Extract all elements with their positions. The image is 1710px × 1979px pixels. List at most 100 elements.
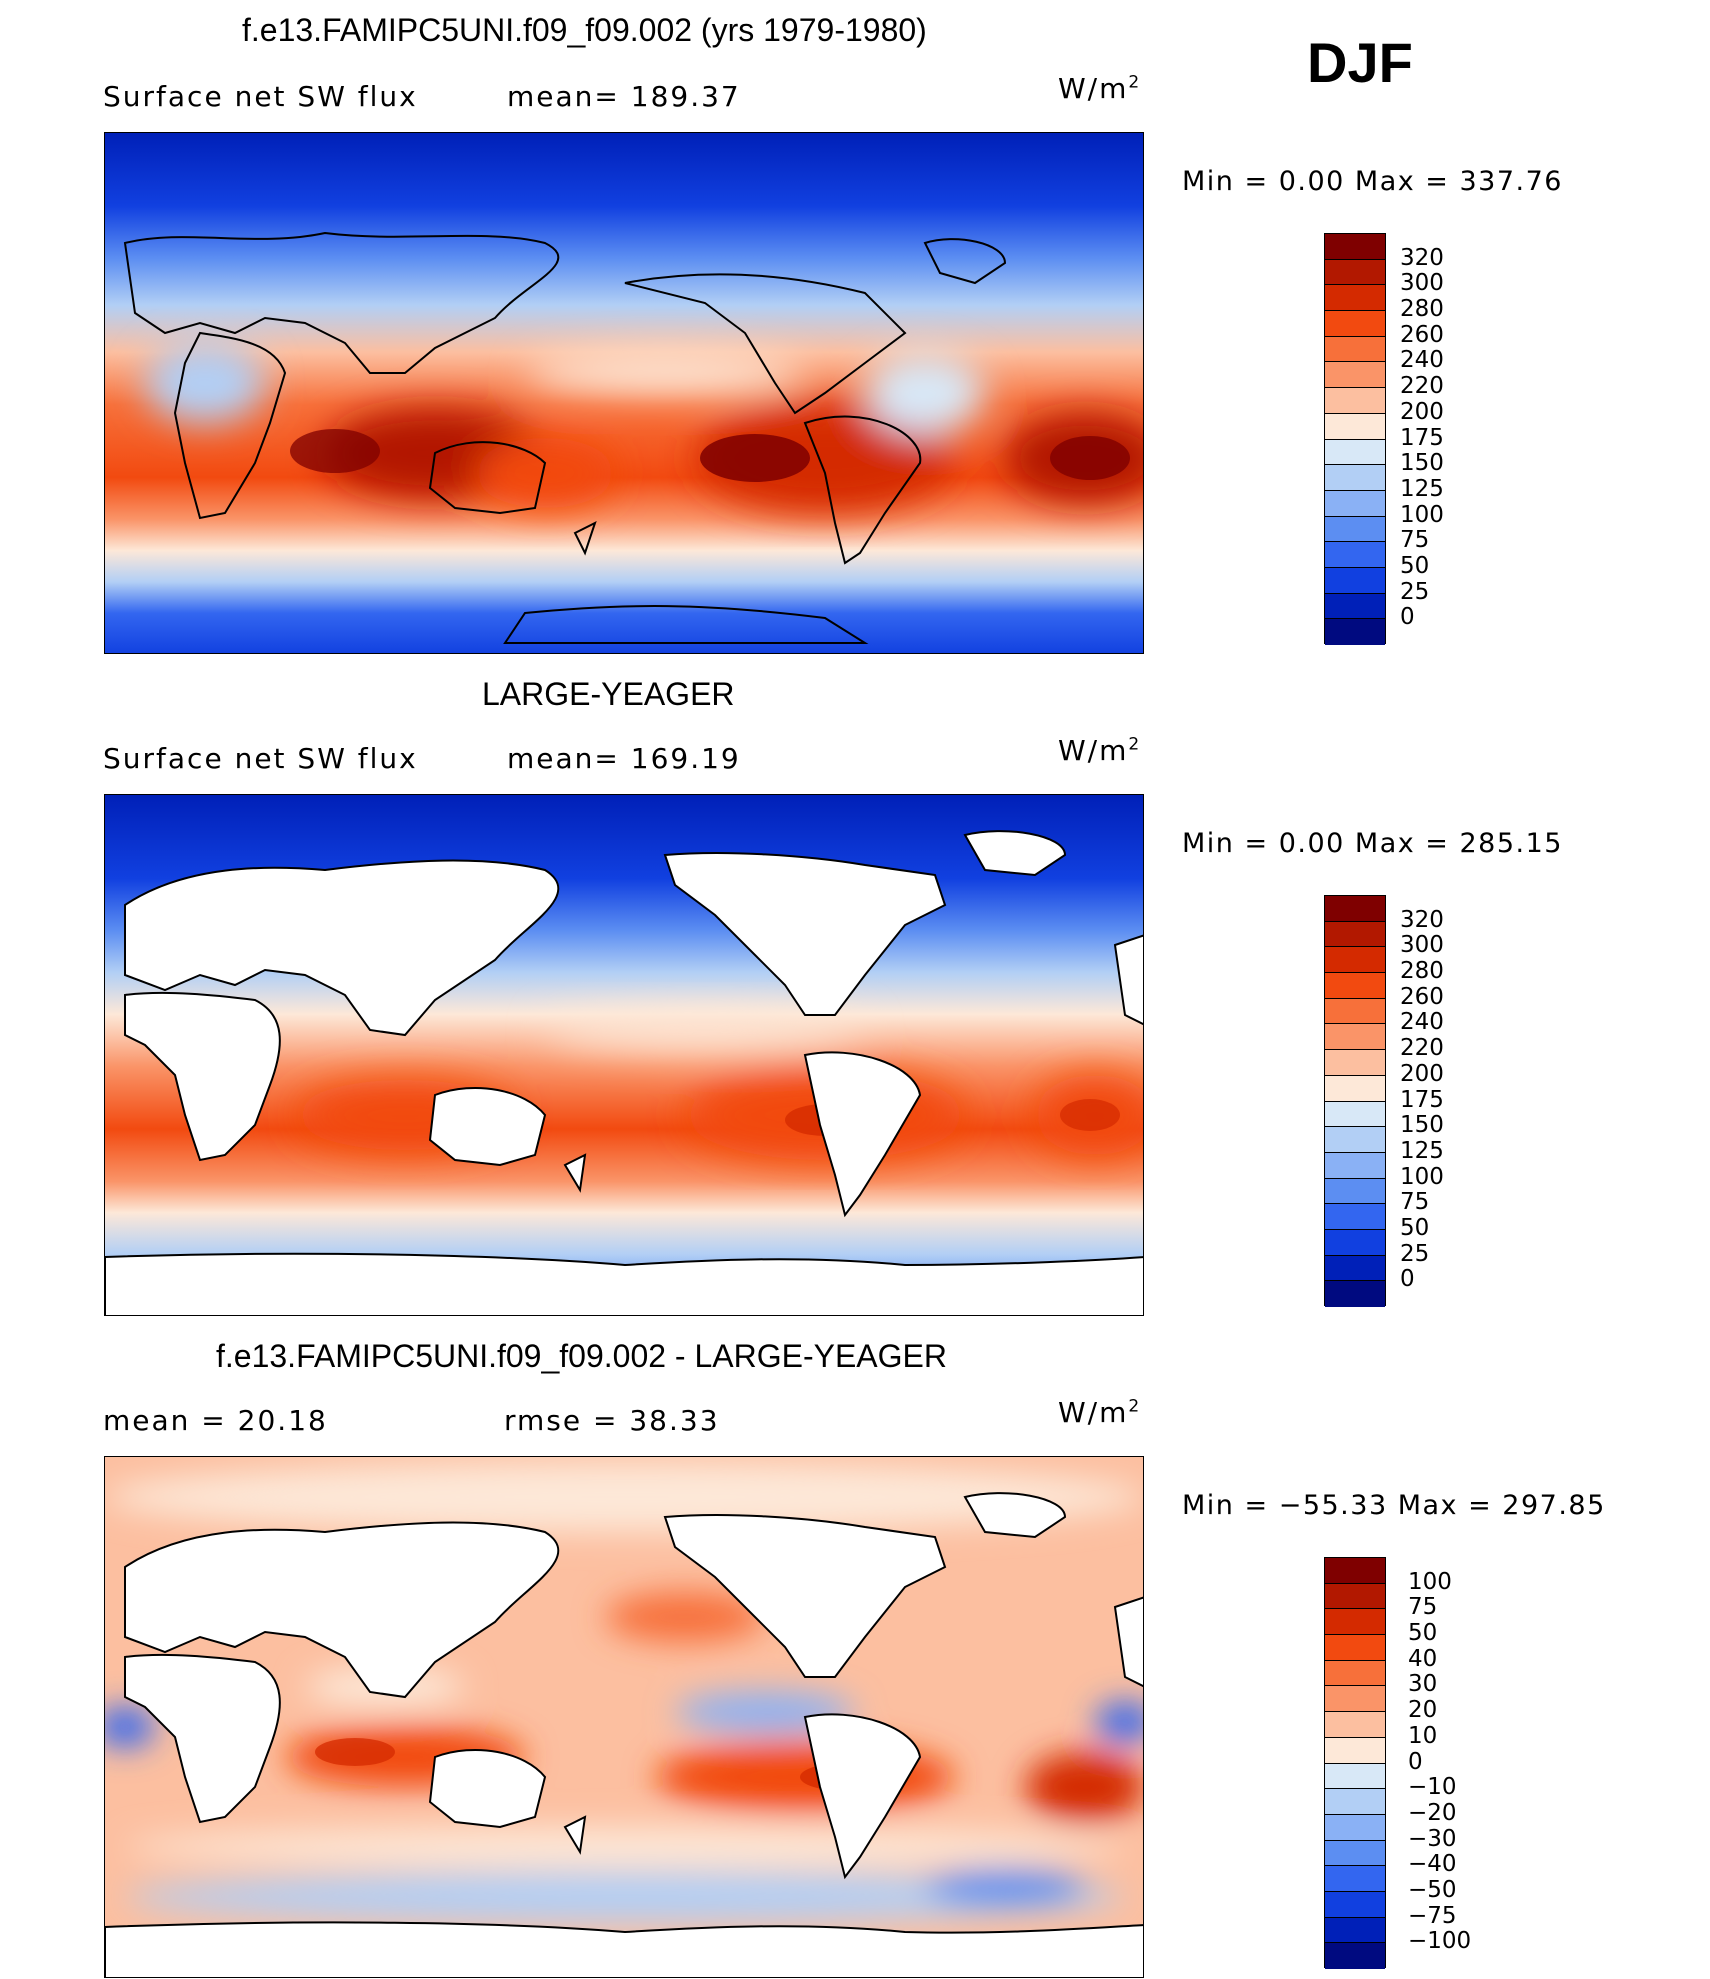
panel2-units: W/m2 xyxy=(1058,734,1140,767)
panel3-colorbar-segment xyxy=(1325,1891,1385,1918)
panel3-mean-label: mean = 20.18 xyxy=(103,1404,328,1437)
panel2-colorbar-tick-label: 125 xyxy=(1400,1137,1444,1164)
panel3-colorbar-segment xyxy=(1325,1558,1385,1584)
panel2-colorbar-tick-label: 75 xyxy=(1400,1189,1430,1216)
panel3-minmax: Min = −55.33 Max = 297.85 xyxy=(1182,1490,1606,1521)
panel2-colorbar-tick-label: 200 xyxy=(1400,1060,1444,1087)
panel3-colorbar-segment xyxy=(1325,1917,1385,1944)
panel3-colorbar-tick-label: 30 xyxy=(1408,1671,1438,1698)
panel2-colorbar-segment xyxy=(1325,1127,1385,1153)
panel3-colorbar-segment xyxy=(1325,1943,1385,1969)
panel2-colorbar-tick-label: 220 xyxy=(1400,1035,1444,1062)
panel3-rmse-label: rmse = 38.33 xyxy=(504,1404,720,1437)
panel3-colorbar-segment xyxy=(1325,1737,1385,1764)
panel1-colorbar-tick-label: 100 xyxy=(1400,501,1444,528)
panel2-colorbar-segment xyxy=(1325,1204,1385,1230)
panel3-colorbar-tick-label: −10 xyxy=(1408,1774,1457,1801)
panel1-colorbar-tick-label: 220 xyxy=(1400,373,1444,400)
panel1-colorbar-segment xyxy=(1325,259,1385,286)
panel3-colorbar-tick-label: −20 xyxy=(1408,1799,1457,1826)
panel3-colorbar-segment xyxy=(1325,1789,1385,1815)
panel1-colorbar-tick-label: 75 xyxy=(1400,527,1430,554)
panel3-colorbar-segment xyxy=(1325,1763,1385,1790)
panel2-colorbar-tick-label: 240 xyxy=(1400,1009,1444,1036)
panel2-colorbar-segment xyxy=(1325,1178,1385,1205)
panel2-land xyxy=(105,830,1143,1315)
panel1-colorbar-segment xyxy=(1325,336,1385,363)
panel3-land xyxy=(105,1492,1143,1977)
panel2-colorbar-segment xyxy=(1325,1229,1385,1256)
season-label: DJF xyxy=(1307,31,1413,94)
panel2-colorbar-tick-label: 260 xyxy=(1400,983,1444,1010)
panel3-colorbar-tick-label: 40 xyxy=(1408,1645,1438,1672)
panel3-colorbar-tick-label: −30 xyxy=(1408,1825,1457,1852)
panel1-colorbar-segment xyxy=(1325,490,1385,517)
panel2-colorbar-segment xyxy=(1325,973,1385,999)
panel1-colorbar-segment xyxy=(1325,413,1385,440)
panel3-title: f.e13.FAMIPC5UNI.f09_f09.002 - LARGE-YEA… xyxy=(216,1338,947,1374)
panel3-colorbar-segment xyxy=(1325,1660,1385,1687)
panel2-mean-label: mean= 169.19 xyxy=(507,742,741,775)
panel1-colorbar-segment xyxy=(1325,439,1385,466)
panel2-colorbar-tick-label: 0 xyxy=(1400,1266,1415,1293)
panel2-colorbar-tick-label: 150 xyxy=(1400,1112,1444,1139)
panel2-minmax: Min = 0.00 Max = 285.15 xyxy=(1182,828,1563,859)
panel3-colorbar-segment xyxy=(1325,1635,1385,1661)
panel2-colorbar-tick-label: 280 xyxy=(1400,958,1444,985)
panel2-colorbar-tick-label: 100 xyxy=(1400,1163,1444,1190)
panel3-colorbar-tick-label: 50 xyxy=(1408,1620,1438,1647)
panel1-map xyxy=(104,132,1144,654)
panel2-colorbar-ticks: 320 300 280 260 240 220 200 175 150 125 100 75 50 25 0 xyxy=(1400,895,1480,1306)
panel1-colorbar-tick-label: 300 xyxy=(1400,270,1444,297)
panel3-colorbar-tick-label: 20 xyxy=(1408,1697,1438,1724)
panel1-colorbar-segment xyxy=(1325,285,1385,312)
panel1-colorbar-segment xyxy=(1325,311,1385,337)
panel2-colorbar-tick-label: 175 xyxy=(1400,1086,1444,1113)
panel3-colorbar-tick-label: 0 xyxy=(1408,1748,1423,1775)
panel3-colorbar-segment xyxy=(1325,1712,1385,1738)
panel3-colorbar-segment xyxy=(1325,1609,1385,1636)
panel1-colorbar-tick-label: 50 xyxy=(1400,552,1430,579)
panel1-colorbar-segment xyxy=(1325,388,1385,414)
panel1-colorbar-tick-label: 150 xyxy=(1400,450,1444,477)
panel1-colorbar-segment xyxy=(1325,465,1385,491)
panel3-colorbar-tick-label: −40 xyxy=(1408,1851,1457,1878)
panel1-colorbar-segment xyxy=(1325,593,1385,620)
panel2-field-label: Surface net SW flux xyxy=(103,742,418,775)
panel1-colorbar-tick-label: 280 xyxy=(1400,296,1444,323)
panel3-colorbar-segment xyxy=(1325,1814,1385,1841)
panel3-colorbar-segment xyxy=(1325,1686,1385,1713)
panel2-colorbar-segment xyxy=(1325,1075,1385,1102)
panel3-colorbar-segment xyxy=(1325,1866,1385,1892)
panel1-field-label: Surface net SW flux xyxy=(103,80,418,113)
panel1-colorbar-tick-label: 260 xyxy=(1400,321,1444,348)
panel2-map xyxy=(104,794,1144,1316)
panel1-colorbar-tick-label: 175 xyxy=(1400,424,1444,451)
panel1-colorbar-tick-label: 25 xyxy=(1400,578,1430,605)
panel1-colorbar xyxy=(1324,233,1386,645)
panel3-colorbar-ticks: 100 75 50 40 30 20 10 0 −10 −20 −30 −40 −50 −75 −100 xyxy=(1408,1557,1488,1968)
panel3-colorbar-segment xyxy=(1325,1583,1385,1610)
panel3-colorbar-tick-label: −100 xyxy=(1408,1928,1472,1955)
panel2-title: LARGE-YEAGER xyxy=(482,676,735,712)
panel3-colorbar xyxy=(1324,1557,1386,1969)
panel1-colorbar-tick-label: 200 xyxy=(1400,398,1444,425)
page-title: f.e13.FAMIPC5UNI.f09_f09.002 (yrs 1979-1… xyxy=(242,12,927,48)
panel1-colorbar-tick-label: 125 xyxy=(1400,475,1444,502)
panel2-colorbar-tick-label: 25 xyxy=(1400,1240,1430,1267)
panel2-colorbar-segment xyxy=(1325,998,1385,1025)
panel1-colorbar-segment xyxy=(1325,567,1385,594)
panel1-units: W/m2 xyxy=(1058,72,1140,105)
panel1-colorbar-segment xyxy=(1325,619,1385,645)
panel2-colorbar-segment xyxy=(1325,1101,1385,1128)
panel3-colorbar-tick-label: −50 xyxy=(1408,1876,1457,1903)
panel2-colorbar-tick-label: 300 xyxy=(1400,932,1444,959)
panel2-colorbar-tick-label: 320 xyxy=(1400,906,1444,933)
panel3-colorbar-tick-label: −75 xyxy=(1408,1902,1457,1929)
panel2-colorbar-segment xyxy=(1325,1255,1385,1282)
panel2-colorbar xyxy=(1324,895,1386,1307)
panel3-colorbar-tick-label: 75 xyxy=(1408,1594,1438,1621)
panel1-colorbar-tick-label: 0 xyxy=(1400,604,1415,631)
panel1-minmax: Min = 0.00 Max = 337.76 xyxy=(1182,166,1563,197)
panel1-mean-label: mean= 189.37 xyxy=(507,80,741,113)
